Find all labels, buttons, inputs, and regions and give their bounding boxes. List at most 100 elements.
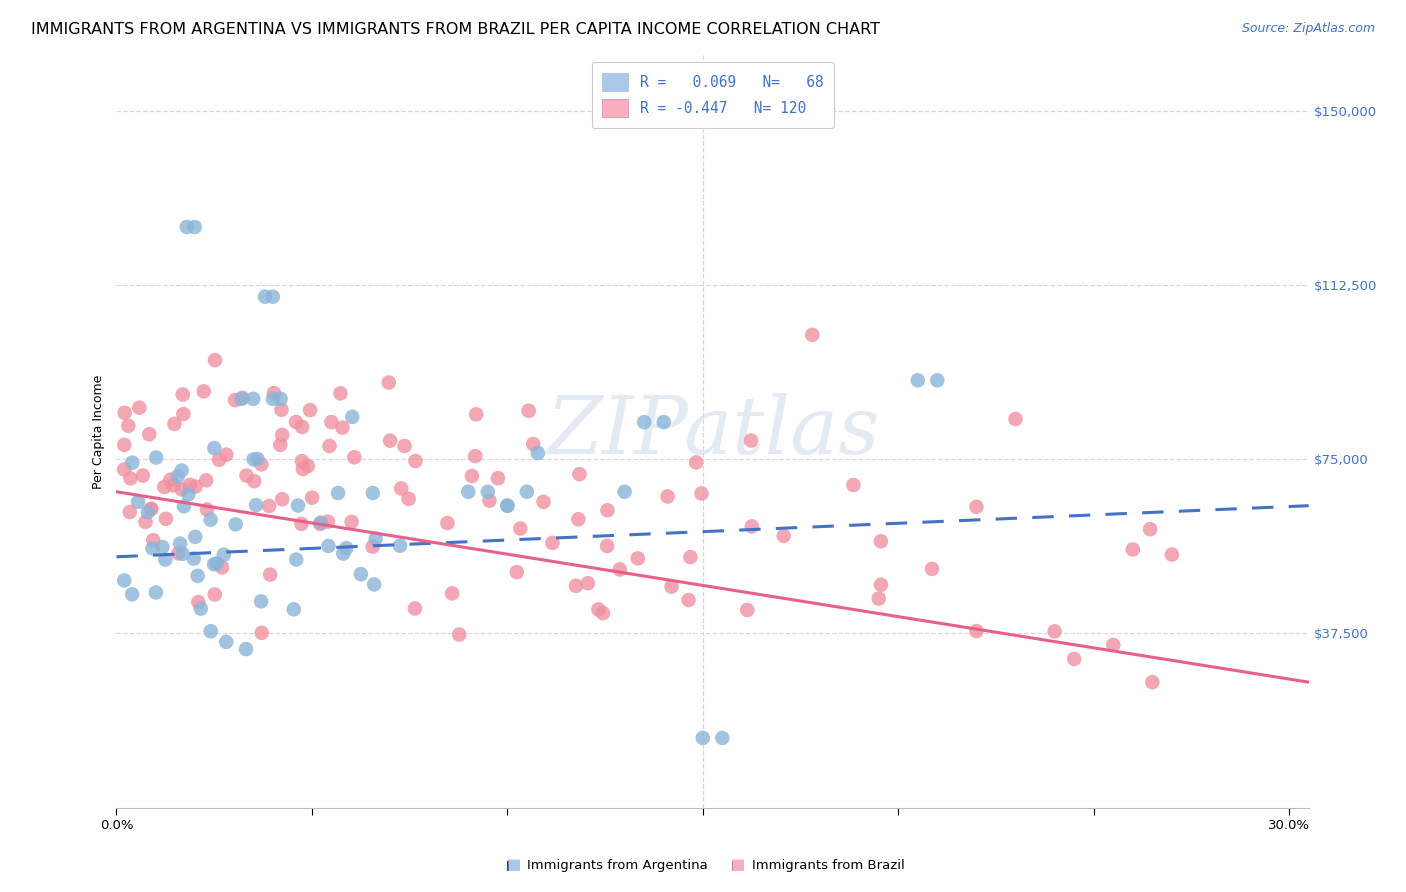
- Point: [735, 603, 758, 617]
- Point: [172, 387, 194, 401]
- Point: [153, 480, 176, 494]
- Point: [285, 415, 308, 429]
- Point: [242, 452, 264, 467]
- Point: [299, 403, 322, 417]
- Point: [245, 498, 267, 512]
- Point: [567, 512, 589, 526]
- Point: [321, 415, 343, 429]
- Point: [242, 392, 264, 406]
- Point: [394, 439, 416, 453]
- Point: [172, 547, 194, 561]
- Point: [870, 578, 893, 592]
- Point: [927, 373, 949, 387]
- Point: [259, 567, 281, 582]
- Point: [166, 469, 188, 483]
- Point: [477, 484, 499, 499]
- Point: [596, 503, 619, 517]
- Point: [627, 551, 650, 566]
- Point: [609, 562, 631, 576]
- Point: [155, 512, 177, 526]
- Point: [117, 418, 139, 433]
- Point: [343, 450, 366, 465]
- Point: [290, 516, 312, 531]
- Point: [685, 455, 707, 469]
- Point: [127, 495, 149, 509]
- Point: [128, 401, 150, 415]
- Point: [965, 624, 987, 639]
- Point: [398, 491, 420, 506]
- Point: [565, 579, 588, 593]
- Point: [801, 327, 824, 342]
- Point: [907, 373, 929, 387]
- Point: [613, 484, 636, 499]
- Point: [318, 539, 340, 553]
- Point: [170, 464, 193, 478]
- Point: [517, 403, 540, 417]
- Point: [202, 441, 225, 455]
- Point: [522, 437, 544, 451]
- Point: [159, 473, 181, 487]
- Point: [202, 558, 225, 572]
- Point: [405, 454, 427, 468]
- Point: [169, 536, 191, 550]
- Text: ■  Immigrants from Argentina: ■ Immigrants from Argentina: [506, 859, 707, 872]
- Point: [139, 502, 162, 516]
- Text: ■: ■: [731, 857, 745, 872]
- Point: [183, 219, 205, 234]
- Point: [449, 627, 471, 641]
- Point: [741, 519, 763, 533]
- Point: [179, 478, 201, 492]
- Point: [250, 458, 273, 472]
- Point: [1122, 542, 1144, 557]
- Point: [285, 552, 308, 566]
- Point: [1043, 624, 1066, 639]
- Point: [1102, 638, 1125, 652]
- Point: [112, 438, 135, 452]
- Point: [262, 290, 284, 304]
- Point: [965, 500, 987, 514]
- Point: [142, 533, 165, 548]
- Point: [243, 474, 266, 488]
- Point: [332, 547, 354, 561]
- Point: [208, 452, 231, 467]
- Point: [120, 471, 142, 485]
- Point: [342, 409, 364, 424]
- Point: [167, 546, 190, 560]
- Point: [141, 501, 163, 516]
- Point: [318, 439, 340, 453]
- Point: [297, 458, 319, 473]
- Point: [461, 469, 484, 483]
- Point: [326, 486, 349, 500]
- Point: [250, 594, 273, 608]
- Point: [1160, 548, 1182, 562]
- Point: [262, 392, 284, 406]
- Point: [176, 219, 198, 234]
- Point: [283, 602, 305, 616]
- Point: [112, 462, 135, 476]
- Point: [465, 407, 488, 421]
- Text: ■  Immigrants from Brazil: ■ Immigrants from Brazil: [731, 859, 905, 872]
- Point: [270, 402, 292, 417]
- Point: [163, 417, 186, 431]
- Point: [155, 552, 177, 566]
- Point: [190, 601, 212, 615]
- Point: [496, 499, 519, 513]
- Point: [177, 487, 200, 501]
- Text: ■: ■: [506, 857, 520, 872]
- Point: [309, 516, 332, 530]
- Point: [270, 392, 292, 406]
- Point: [215, 635, 238, 649]
- Point: [869, 534, 891, 549]
- Point: [136, 505, 159, 519]
- Point: [457, 484, 479, 499]
- Point: [309, 516, 332, 531]
- Point: [389, 482, 412, 496]
- Point: [363, 577, 385, 591]
- Point: [486, 471, 509, 485]
- Point: [506, 565, 529, 579]
- Point: [187, 595, 209, 609]
- Point: [291, 454, 314, 468]
- Point: [204, 587, 226, 601]
- Point: [187, 568, 209, 582]
- Point: [661, 580, 683, 594]
